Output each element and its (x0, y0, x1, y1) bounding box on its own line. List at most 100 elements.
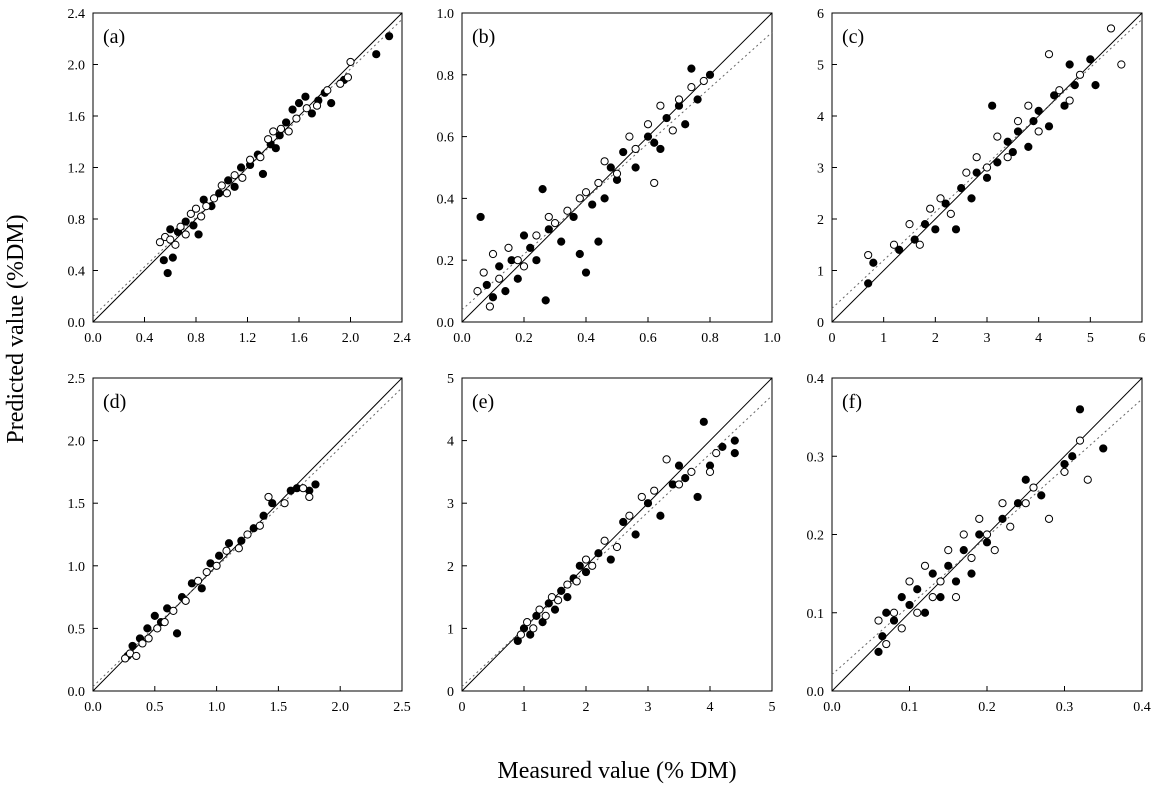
y-tick-label: 0.2 (437, 254, 455, 269)
point-open (312, 101, 322, 110)
point-filled (544, 225, 553, 234)
x-tick-label: 2 (932, 331, 939, 346)
y-tick-label: 1.5 (68, 497, 86, 512)
point-filled (967, 194, 976, 203)
point-filled (606, 555, 615, 564)
point-filled (526, 243, 535, 252)
point-open (687, 83, 696, 92)
point-open (222, 189, 231, 198)
point-filled (889, 616, 899, 625)
point-filled (643, 132, 653, 141)
point-open (212, 561, 221, 570)
x-tick-label: 1.2 (239, 331, 257, 346)
point-open (1117, 60, 1126, 69)
point-filled (699, 417, 708, 426)
point-filled (600, 194, 609, 203)
point-open (1044, 50, 1054, 59)
y-tick-label: 2.5 (68, 372, 86, 387)
point-open (323, 86, 332, 95)
point-filled (258, 169, 268, 179)
point-open (625, 132, 634, 141)
point-filled (224, 539, 234, 548)
point-filled (128, 641, 137, 651)
point-open (181, 230, 190, 239)
point-open (169, 606, 178, 615)
point-open (1021, 499, 1030, 508)
regression-line (461, 395, 773, 687)
point-open (990, 546, 999, 555)
point-open (535, 605, 544, 614)
point-open (234, 544, 243, 553)
x-tick-label: 1 (880, 331, 887, 346)
x-tick-label: 0 (829, 331, 836, 346)
point-filled (656, 144, 665, 154)
panel-label: (b) (472, 26, 495, 48)
point-filled (513, 274, 522, 283)
point-open (889, 608, 899, 617)
point-filled (993, 158, 1002, 167)
panel-label: (d) (103, 391, 126, 413)
point-open (962, 168, 971, 177)
point-filled (941, 199, 950, 208)
point-open (594, 178, 603, 188)
point-filled (282, 118, 291, 127)
point-filled (1086, 55, 1095, 64)
x-tick-label: 4 (707, 700, 714, 715)
y-tick-label: 5 (447, 372, 454, 387)
x-tick-label: 0.2 (978, 700, 996, 715)
point-filled (327, 99, 336, 108)
y-axis-title: Predicted value (%DM) (3, 214, 29, 443)
point-filled (288, 105, 297, 114)
panel-label: (f) (842, 391, 862, 413)
point-open (959, 530, 968, 539)
point-open (166, 235, 175, 244)
y-tick-label: 2.0 (68, 435, 86, 450)
point-filled (967, 569, 976, 578)
regression-line (831, 398, 1143, 675)
y-tick-label: 0.2 (807, 529, 825, 544)
point-open (656, 101, 665, 110)
point-open (160, 618, 169, 627)
x-tick-label: 0.8 (701, 331, 719, 346)
point-filled (931, 225, 940, 234)
point-filled (294, 99, 304, 108)
point-open (276, 124, 286, 133)
point-filled (594, 549, 603, 558)
y-tick-label: 1.0 (68, 560, 86, 575)
point-open (905, 577, 914, 586)
point-filled (575, 561, 584, 570)
point-filled (1050, 91, 1059, 100)
point-filled (656, 511, 665, 520)
point-open (668, 126, 677, 135)
point-filled (143, 624, 152, 633)
y-tick-label: 4 (447, 435, 454, 450)
point-open (523, 618, 532, 627)
y-tick-label: 0 (817, 316, 824, 331)
point-open (563, 580, 572, 589)
point-open (889, 240, 899, 249)
panel-label: (c) (842, 26, 864, 48)
point-filled (189, 221, 198, 230)
point-filled (159, 256, 168, 265)
point-open (951, 593, 961, 602)
point-filled (864, 279, 873, 288)
x-tick-label: 0.2 (515, 331, 533, 346)
point-open (643, 120, 653, 129)
point-filled (168, 253, 177, 262)
point-open (197, 212, 206, 221)
point-open (1029, 483, 1038, 492)
point-open (264, 135, 273, 144)
point-filled (957, 184, 966, 193)
y-tick-label: 1.6 (68, 110, 86, 125)
point-filled (681, 120, 690, 129)
point-filled (959, 546, 968, 555)
point-filled (1065, 60, 1074, 69)
point-open (230, 171, 239, 180)
point-open (882, 639, 891, 649)
point-open (544, 212, 553, 222)
point-open (612, 542, 622, 552)
point-open (1075, 70, 1085, 79)
point-open (504, 243, 513, 252)
point-filled (519, 231, 529, 240)
